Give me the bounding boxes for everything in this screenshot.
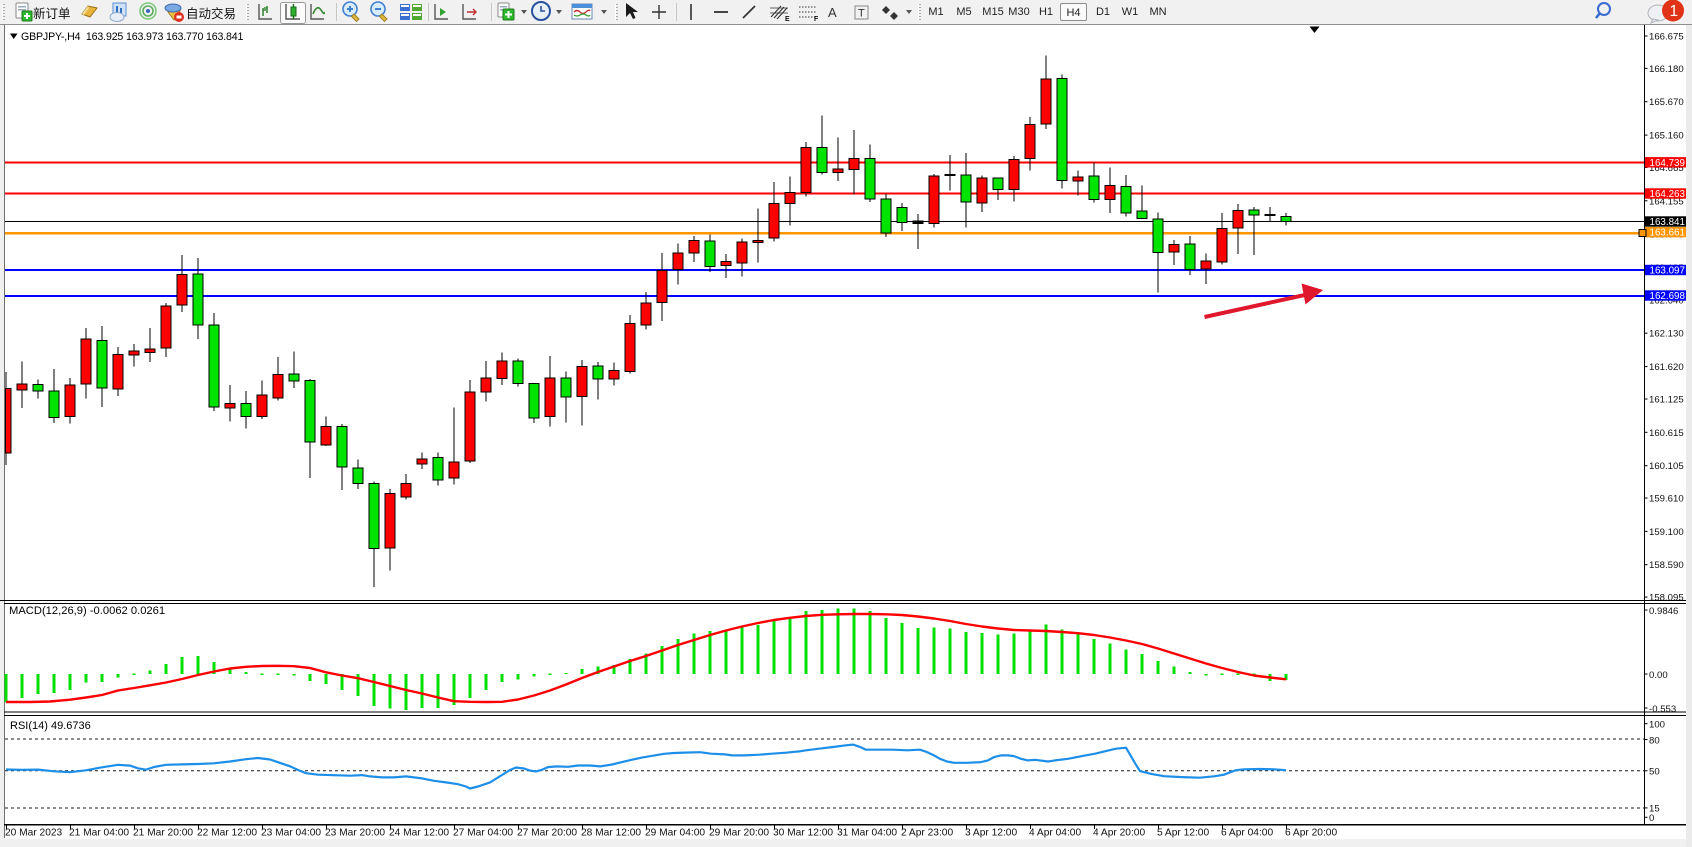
svg-text:161.125: 161.125 <box>1649 395 1684 406</box>
svg-text:162.698: 162.698 <box>1650 291 1686 302</box>
svg-text:24 Mar 12:00: 24 Mar 12:00 <box>389 828 449 839</box>
svg-text:T: T <box>858 8 865 20</box>
svg-text:E: E <box>785 16 790 23</box>
svg-text:165.160: 165.160 <box>1649 131 1684 142</box>
svg-text:80: 80 <box>1649 735 1660 746</box>
svg-text:5 Apr 12:00: 5 Apr 12:00 <box>1157 828 1209 839</box>
svg-text:23 Mar 20:00: 23 Mar 20:00 <box>325 828 385 839</box>
svg-text:164.665: 164.665 <box>1649 163 1684 174</box>
svg-text:163.841: 163.841 <box>1650 217 1685 228</box>
svg-text:0: 0 <box>1649 813 1654 824</box>
svg-text:RSI(14) 49.6736: RSI(14) 49.6736 <box>10 720 91 732</box>
svg-text:1: 1 <box>1670 3 1679 20</box>
svg-text:MACD(12,26,9) -0.0062 0.0261: MACD(12,26,9) -0.0062 0.0261 <box>9 605 165 617</box>
svg-text:160.615: 160.615 <box>1649 428 1684 439</box>
svg-text:100: 100 <box>1649 720 1665 731</box>
svg-text:158.590: 158.590 <box>1649 560 1684 571</box>
svg-text:28 Mar 12:00: 28 Mar 12:00 <box>581 828 641 839</box>
svg-text:161.620: 161.620 <box>1649 362 1684 373</box>
svg-text:50: 50 <box>1649 767 1660 778</box>
svg-text:163.661: 163.661 <box>1650 228 1685 239</box>
svg-text:27 Mar 04:00: 27 Mar 04:00 <box>453 828 513 839</box>
svg-text:159.610: 159.610 <box>1649 494 1684 505</box>
svg-text:23 Mar 04:00: 23 Mar 04:00 <box>261 828 321 839</box>
svg-text:21 Mar 04:00: 21 Mar 04:00 <box>69 828 129 839</box>
svg-text:165.670: 165.670 <box>1649 97 1684 108</box>
svg-text:30 Mar 12:00: 30 Mar 12:00 <box>773 828 833 839</box>
svg-text:27 Mar 20:00: 27 Mar 20:00 <box>517 828 577 839</box>
svg-text:29 Mar 04:00: 29 Mar 04:00 <box>645 828 705 839</box>
svg-text:GBPJPY-,H4 163.925 163.973 16: GBPJPY-,H4 163.925 163.973 163.770 163.8… <box>21 31 244 43</box>
svg-text:22 Mar 12:00: 22 Mar 12:00 <box>197 828 257 839</box>
svg-text:4 Apr 04:00: 4 Apr 04:00 <box>1029 828 1081 839</box>
svg-text:159.100: 159.100 <box>1649 527 1684 538</box>
svg-text:F: F <box>814 16 819 23</box>
svg-text:21 Mar 20:00: 21 Mar 20:00 <box>133 828 193 839</box>
svg-text:6 Apr 04:00: 6 Apr 04:00 <box>1221 828 1273 839</box>
svg-text:158.095: 158.095 <box>1649 593 1684 604</box>
svg-text:0.9846: 0.9846 <box>1649 606 1678 617</box>
svg-text:A: A <box>828 5 837 20</box>
svg-text:166.675: 166.675 <box>1649 32 1684 43</box>
svg-text:160.105: 160.105 <box>1649 461 1684 472</box>
svg-text:6 Apr 20:00: 6 Apr 20:00 <box>1285 828 1337 839</box>
svg-text:15: 15 <box>1649 804 1660 815</box>
svg-text:4 Apr 20:00: 4 Apr 20:00 <box>1093 828 1145 839</box>
svg-text:3 Apr 12:00: 3 Apr 12:00 <box>965 828 1017 839</box>
svg-text:164.739: 164.739 <box>1650 158 1685 169</box>
svg-text:2 Apr 23:00: 2 Apr 23:00 <box>901 828 953 839</box>
svg-text:0.00: 0.00 <box>1649 670 1668 681</box>
svg-text:29 Mar 20:00: 29 Mar 20:00 <box>709 828 769 839</box>
svg-text:162.130: 162.130 <box>1649 329 1684 340</box>
svg-text:-0.553: -0.553 <box>1649 704 1676 715</box>
svg-text:31 Mar 04:00: 31 Mar 04:00 <box>837 828 897 839</box>
svg-text:162.640: 162.640 <box>1649 295 1684 306</box>
svg-text:164.263: 164.263 <box>1650 189 1686 200</box>
svg-text:166.180: 166.180 <box>1649 64 1684 75</box>
svg-text:20 Mar 2023: 20 Mar 2023 <box>5 828 63 839</box>
svg-text:164.155: 164.155 <box>1649 196 1684 207</box>
svg-text:163.097: 163.097 <box>1650 266 1685 277</box>
